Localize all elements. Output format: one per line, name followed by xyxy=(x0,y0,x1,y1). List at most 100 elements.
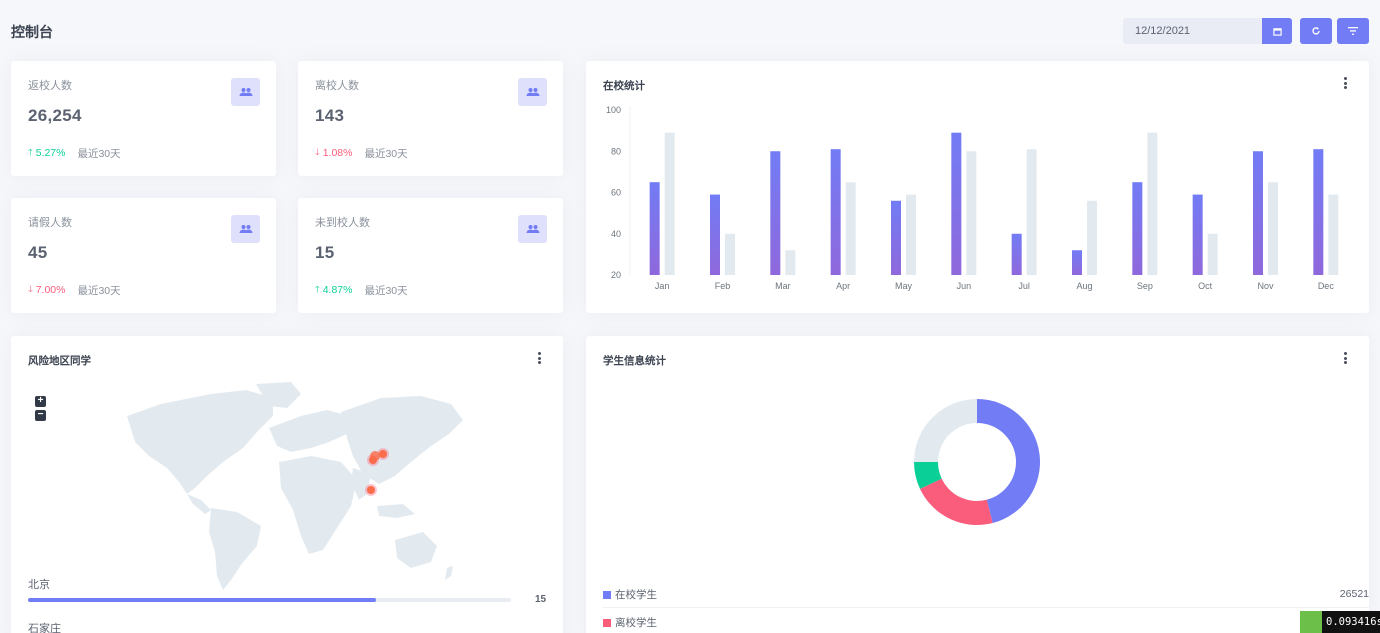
bar[interactable] xyxy=(725,233,735,275)
stat-value: 15 xyxy=(315,243,335,262)
legend-row: 在校学生 26521 xyxy=(603,580,1369,608)
stat-card-returned: 返校人数 26,254 🡑 5.27% 最近30天 xyxy=(11,61,276,176)
refresh-icon xyxy=(1312,27,1320,35)
filter-button[interactable] xyxy=(1337,18,1369,44)
date-input[interactable]: 12/12/2021 xyxy=(1123,18,1262,44)
stat-note: 最近30天 xyxy=(77,284,121,297)
map-card: 风险地区同学 + − xyxy=(11,336,563,633)
users-icon xyxy=(518,78,547,106)
arrow-down-icon: 🡓 xyxy=(315,147,320,157)
bar[interactable] xyxy=(906,194,916,275)
arrow-up-icon: 🡑 xyxy=(28,147,33,157)
bar[interactable] xyxy=(1253,151,1263,275)
stat-trend: 🡑 4.87% 最近30天 xyxy=(315,282,408,298)
bar[interactable] xyxy=(1132,182,1143,275)
more-menu-icon[interactable] xyxy=(1343,352,1347,364)
bar[interactable] xyxy=(1147,132,1158,275)
bar-chart: 100 80 60 40 20 Jan Feb Mar Apr May Jun Jul Aug Sep Oc… xyxy=(606,105,1339,291)
stat-trend: 🡓 1.08% 最近30天 xyxy=(315,145,408,161)
bar[interactable] xyxy=(966,151,977,275)
world-map xyxy=(127,382,463,590)
y-tick-label: 20 xyxy=(611,270,621,280)
stat-trend: 🡑 5.27% 最近30天 xyxy=(28,145,121,161)
arrow-down-icon: 🡓 xyxy=(28,284,33,294)
refresh-button[interactable] xyxy=(1300,18,1332,44)
x-tick-label: Feb xyxy=(715,281,731,291)
stat-value: 26,254 xyxy=(28,106,82,125)
region-name: 石家庄 xyxy=(28,623,61,633)
bar[interactable] xyxy=(770,151,781,275)
legend-swatch xyxy=(603,590,611,599)
timer-value: 0.093416s xyxy=(1322,611,1380,633)
calendar-icon xyxy=(1272,27,1282,36)
stat-value: 143 xyxy=(315,106,345,125)
x-tick-label: Jul xyxy=(1018,281,1030,291)
bar[interactable] xyxy=(664,132,675,275)
region-value: 15 xyxy=(535,594,547,605)
x-tick-label: Dec xyxy=(1318,281,1335,291)
bar[interactable] xyxy=(830,149,841,275)
bar[interactable] xyxy=(845,182,856,275)
legend-divider xyxy=(603,607,1369,608)
bar[interactable] xyxy=(1192,194,1203,275)
donut-slice[interactable] xyxy=(914,399,977,462)
donut-slice[interactable] xyxy=(977,399,1040,524)
debug-timer: 0.093416s xyxy=(1300,611,1380,633)
bar[interactable] xyxy=(1313,149,1324,275)
bar[interactable] xyxy=(1268,182,1278,275)
stat-change: 4.87% xyxy=(322,284,353,296)
legend-row: 离校学生 xyxy=(603,608,1369,633)
legend-label: 离校学生 xyxy=(615,616,657,629)
x-tick-label: Nov xyxy=(1257,281,1274,291)
bar[interactable] xyxy=(1011,233,1022,275)
users-icon xyxy=(231,215,260,243)
stat-label: 请假人数 xyxy=(28,217,72,229)
calendar-button[interactable] xyxy=(1262,18,1292,44)
stat-trend: 🡓 7.00% 最近30天 xyxy=(28,282,121,298)
region-progress xyxy=(28,598,511,602)
zoom-out-button[interactable]: − xyxy=(35,410,46,421)
x-tick-label: May xyxy=(895,281,913,291)
zoom-in-button[interactable]: + xyxy=(35,396,46,407)
logo-icon xyxy=(1300,611,1322,633)
bar[interactable] xyxy=(1072,250,1082,275)
bar[interactable] xyxy=(785,250,796,275)
more-menu-icon[interactable] xyxy=(1343,77,1347,89)
stat-label: 未到校人数 xyxy=(315,217,370,229)
y-tick-label: 100 xyxy=(606,105,621,115)
stat-card-left: 离校人数 143 🡓 1.08% 最近30天 xyxy=(298,61,563,176)
stat-change: 5.27% xyxy=(35,147,66,159)
x-tick-label: Apr xyxy=(836,281,850,291)
bar[interactable] xyxy=(710,194,720,275)
donut-slice[interactable] xyxy=(914,462,942,489)
bar[interactable] xyxy=(1026,149,1037,275)
stat-change: 1.08% xyxy=(322,147,353,159)
stat-note: 最近30天 xyxy=(77,147,121,160)
bar[interactable] xyxy=(649,182,660,275)
stat-note: 最近30天 xyxy=(364,284,408,297)
page-title: 控制台 xyxy=(11,24,53,40)
stat-label: 返校人数 xyxy=(28,80,72,92)
x-tick-label: Jun xyxy=(957,281,972,291)
x-tick-label: Mar xyxy=(775,281,791,291)
bar[interactable] xyxy=(1087,200,1097,275)
more-menu-icon[interactable] xyxy=(537,352,541,364)
users-icon xyxy=(231,78,260,106)
arrow-up-icon: 🡑 xyxy=(315,284,320,294)
x-tick-label: Sep xyxy=(1137,281,1153,291)
donut-slice[interactable] xyxy=(919,478,993,525)
stat-change: 7.00% xyxy=(35,284,66,296)
region-progress-fill xyxy=(28,598,376,602)
stat-card-absent: 未到校人数 15 🡑 4.87% 最近30天 xyxy=(298,198,563,313)
map-card-title: 风险地区同学 xyxy=(28,355,91,367)
donut-chart-title: 学生信息统计 xyxy=(603,355,666,367)
bar[interactable] xyxy=(1328,194,1339,275)
donut-chart-card: 学生信息统计 在校学生 26521 离校学生 xyxy=(586,336,1369,633)
bar[interactable] xyxy=(1207,233,1218,275)
bar-chart-card: 在校统计 100 80 60 40 20 Jan Feb Mar Apr May Jun Jul Aug… xyxy=(586,61,1369,313)
bar[interactable] xyxy=(891,200,901,275)
x-tick-label: Aug xyxy=(1076,281,1092,291)
legend-label: 在校学生 xyxy=(615,588,657,601)
bar[interactable] xyxy=(951,132,962,275)
y-tick-label: 80 xyxy=(611,146,621,156)
